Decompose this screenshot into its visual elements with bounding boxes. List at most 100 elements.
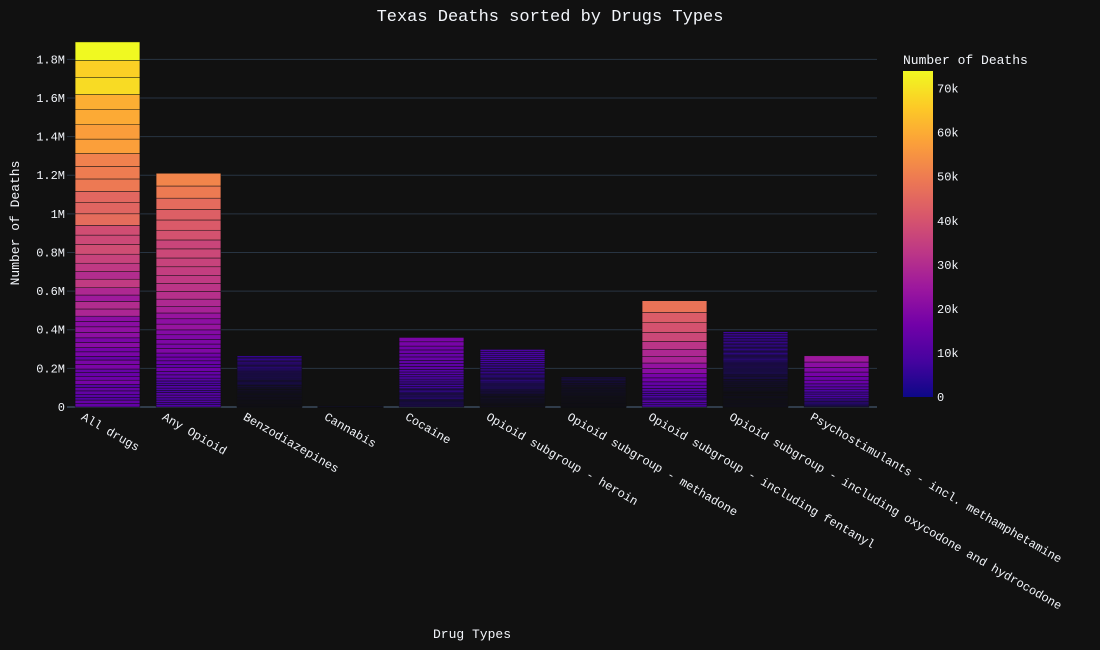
- bar-segment: [74, 364, 141, 370]
- bar-segment: [155, 377, 222, 382]
- bar-segment: [641, 356, 708, 364]
- bar-segment: [74, 60, 141, 78]
- bar-segment: [74, 166, 141, 180]
- bar-segment: [74, 351, 141, 357]
- bar: [479, 349, 546, 408]
- x-tick-label: Any Opioid: [160, 410, 229, 458]
- bar-segment: [155, 306, 222, 314]
- bar: [317, 405, 384, 408]
- bar-segment: [479, 364, 546, 368]
- bar-segment: [398, 374, 465, 378]
- bar-segment: [74, 262, 141, 272]
- bar-segment: [803, 386, 870, 390]
- bar-segment: [74, 379, 141, 385]
- bar-segment: [74, 397, 141, 401]
- bar-segment: [155, 173, 222, 187]
- bar: [398, 337, 465, 408]
- bar-segment: [155, 382, 222, 386]
- chart-title: Texas Deaths sorted by Drugs Types: [377, 8, 724, 27]
- bar-segment: [155, 323, 222, 331]
- bar-segment: [641, 393, 708, 396]
- bar-segment: [803, 367, 870, 373]
- bar: [803, 355, 870, 408]
- bar-segment: [641, 390, 708, 394]
- bar-segment: [155, 371, 222, 376]
- bar-segment: [155, 364, 222, 368]
- bar-segment: [155, 266, 222, 276]
- bar-segment: [155, 397, 222, 401]
- bar-segment: [641, 322, 708, 333]
- bar-segment: [155, 257, 222, 268]
- bar-segment: [74, 138, 141, 154]
- colorbar-tick-label: 70k: [937, 83, 959, 97]
- bar-segment: [479, 355, 546, 358]
- bar-segment: [398, 380, 465, 384]
- bar-segment: [155, 298, 222, 307]
- bar-segment: [641, 349, 708, 357]
- y-axis-ticks: 0 0.2M 0.4M 0.6M 0.8M 1M 1.2M 1.4M 1.6M 1.8M: [36, 53, 65, 415]
- bar-segment: [803, 383, 870, 388]
- bar-segment: [398, 349, 465, 354]
- bar-segment: [74, 202, 141, 215]
- bar-segment: [398, 360, 465, 364]
- x-tick-label: Cocaine: [403, 410, 454, 447]
- bar-segment: [155, 374, 222, 379]
- bar-segment: [722, 334, 789, 338]
- bar-segment: [479, 349, 546, 352]
- bar-segment: [74, 41, 141, 61]
- bar-segment: [398, 371, 465, 375]
- bar-segment: [155, 367, 222, 372]
- colorbar-tick-label: 10k: [937, 347, 959, 361]
- colorbar-tick-label: 50k: [937, 171, 959, 185]
- bar-segment: [398, 341, 465, 347]
- bar-segment: [155, 352, 222, 358]
- bar-segment: [641, 377, 708, 383]
- bar-segment: [74, 124, 141, 140]
- bar-segment: [560, 376, 627, 379]
- bar-segment: [398, 356, 465, 361]
- bar-segment: [479, 353, 546, 356]
- bar-segment: [155, 394, 222, 399]
- bar-segment: [803, 391, 870, 395]
- bar-segment: [803, 395, 870, 399]
- bar-segment: [641, 362, 708, 369]
- bar-segment: [155, 239, 222, 250]
- bar-segment: [398, 378, 465, 382]
- bar-segment: [74, 253, 141, 264]
- bar-segment: [641, 373, 708, 379]
- bar-segment: [155, 380, 222, 384]
- bar-segment: [398, 363, 465, 367]
- bar-segment: [803, 397, 870, 401]
- bar-segment: [479, 357, 546, 360]
- bar-segment: [641, 404, 708, 408]
- bar-segment: [74, 153, 141, 167]
- bar-segment: [74, 372, 141, 377]
- bar-segment: [74, 94, 141, 110]
- x-axis-ticks: All drugs Any Opioid BenzodiazepinesCannab…: [79, 410, 1065, 613]
- bar-segment: [398, 353, 465, 358]
- bar-segment: [74, 387, 141, 392]
- colorbar: Number of Deaths 0 10k 20k 30k 40k 50k 60k 70k: [903, 53, 1028, 405]
- bar-segment: [74, 77, 141, 95]
- bar-segment: [155, 209, 222, 221]
- bar-segment: [155, 312, 222, 320]
- bar-segment: [74, 376, 141, 381]
- bar-segment: [74, 321, 141, 328]
- bar-segment: [155, 385, 222, 389]
- bar-segment: [155, 360, 222, 365]
- bar: [560, 376, 627, 408]
- bar-segment: [74, 278, 141, 288]
- bar-segment: [74, 234, 141, 245]
- bar-segment: [155, 387, 222, 391]
- bars: [74, 41, 870, 408]
- bar-segment: [74, 368, 141, 373]
- bar-segment: [155, 356, 222, 362]
- bar-segment: [155, 390, 222, 393]
- bar-segment: [803, 376, 870, 381]
- y-tick-label: 0.4M: [36, 324, 65, 338]
- y-tick-label: 1.8M: [36, 53, 65, 67]
- bar-segment: [641, 397, 708, 401]
- bar-segment: [641, 300, 708, 313]
- bar-segment: [398, 337, 465, 343]
- bar-segment: [155, 283, 222, 292]
